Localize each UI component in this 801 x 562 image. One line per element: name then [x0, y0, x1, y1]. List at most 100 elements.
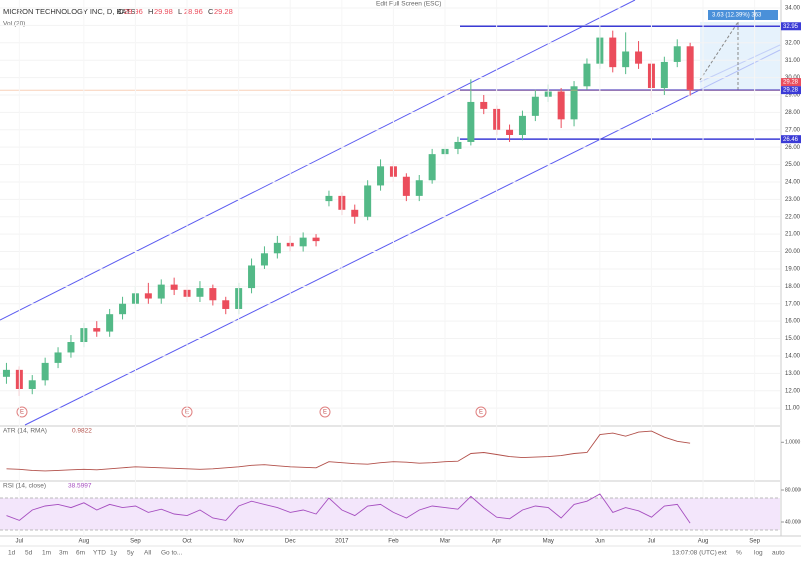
candle-body — [583, 63, 591, 87]
y-tick-label: 28.00 — [785, 110, 801, 116]
candle-body — [609, 37, 617, 68]
candle-body — [506, 129, 514, 135]
clock: 13:07:08 (UTC) — [672, 550, 717, 557]
candle-body — [673, 46, 681, 62]
x-tick-label: Sep — [130, 539, 141, 545]
y-tick-label: 80.0000 — [785, 487, 801, 493]
candle-body — [54, 352, 62, 363]
ohlc-value: 28.96 — [184, 7, 203, 16]
candle-body — [415, 180, 423, 196]
y-tick-label: 18.00 — [785, 284, 801, 290]
candle-body — [377, 166, 385, 186]
level-label: 32.95 — [783, 24, 799, 30]
candle-body — [209, 288, 217, 301]
x-tick-label: Aug — [79, 539, 90, 545]
last-price-label: 29.28 — [783, 80, 799, 86]
candle-body — [428, 154, 436, 181]
toolbar-button[interactable]: YTD — [93, 550, 106, 557]
candle-body — [518, 115, 526, 135]
ohlc-key: C — [208, 7, 214, 16]
candle-body — [67, 342, 75, 353]
y-tick-label: 19.00 — [785, 267, 801, 273]
candle-body — [248, 265, 256, 289]
toolbar-button[interactable]: 6m — [76, 550, 85, 557]
candle-body — [660, 61, 668, 89]
last-price-tag — [781, 78, 801, 87]
fullscreen-hint: Edit Full Screen (ESC) — [376, 1, 441, 8]
x-tick-label: Aug — [698, 539, 709, 545]
atr-current: 0.9822 — [72, 428, 92, 435]
x-tick-label: Feb — [388, 539, 399, 545]
x-tick-label: Mar — [440, 539, 450, 545]
ohlc-value: 29.98 — [154, 7, 173, 16]
candle-body — [402, 176, 410, 196]
toolbar-button[interactable]: 5d — [25, 550, 33, 557]
y-tick-label: 34.00 — [785, 6, 801, 12]
x-tick-label: Sep — [749, 539, 760, 545]
y-tick-label: 21.00 — [785, 232, 801, 238]
x-tick-label: Jul — [648, 539, 656, 545]
candle-body — [622, 51, 630, 68]
candle-body — [635, 51, 643, 64]
scale-option[interactable]: ext — [718, 550, 727, 557]
scale-option[interactable]: auto — [772, 550, 785, 557]
toolbar-button[interactable]: 5y — [127, 550, 135, 557]
projection-box — [700, 22, 780, 90]
x-tick-label: Dec — [285, 539, 296, 545]
y-tick-label: 20.00 — [785, 249, 801, 255]
level-tag — [781, 22, 801, 31]
level-tag — [781, 135, 801, 144]
toolbar-button[interactable]: All — [144, 550, 152, 557]
level-label: 26.46 — [783, 137, 799, 143]
earnings-icon — [475, 406, 487, 418]
ohlc-key: O — [118, 7, 124, 16]
candle-body — [93, 328, 101, 332]
earnings-marker: E — [323, 410, 327, 416]
toolbar-button[interactable]: 3m — [59, 550, 68, 557]
candle-body — [157, 284, 165, 299]
x-tick-label: Oct — [182, 539, 192, 545]
y-tick-label: 12.00 — [785, 388, 801, 394]
y-tick-label: 32.00 — [785, 40, 801, 46]
toolbar-button[interactable]: Go to... — [161, 550, 183, 557]
candle-body — [570, 86, 578, 120]
x-tick-label: Apr — [492, 539, 501, 545]
rsi-name: RSI (14, close) — [3, 483, 46, 490]
y-tick-label: 11.00 — [785, 406, 800, 412]
x-tick-label: Jun — [595, 539, 605, 545]
atr-line — [6, 430, 691, 472]
y-tick-label: 22.00 — [785, 214, 801, 220]
y-tick-label: 15.00 — [785, 336, 801, 342]
x-tick-label: 2017 — [335, 539, 349, 545]
y-tick-label: 14.00 — [785, 354, 801, 360]
toolbar-button[interactable]: 1d — [8, 550, 16, 557]
y-tick-label: 16.00 — [785, 319, 801, 325]
scale-option[interactable]: % — [736, 550, 742, 557]
candle-body — [454, 141, 462, 149]
rsi-current: 38.5997 — [68, 483, 92, 490]
y-tick-label: 1.0000 — [785, 440, 801, 446]
x-tick-label: Jul — [16, 539, 24, 545]
ohlc-key: L — [178, 7, 182, 16]
earnings-icon — [319, 406, 331, 418]
ohlc-value: 29.28 — [214, 7, 233, 16]
toolbar-button[interactable]: 1y — [110, 550, 118, 557]
candle-body — [41, 362, 49, 381]
rsi-line — [6, 493, 691, 524]
candle-body — [273, 242, 281, 254]
candle-body — [222, 300, 230, 309]
ohlc-key: H — [148, 7, 153, 16]
y-tick-label: 17.00 — [785, 301, 801, 307]
y-tick-label: 13.00 — [785, 371, 801, 377]
x-tick-label: Nov — [233, 539, 244, 545]
rsi-band — [0, 498, 780, 530]
toolbar-button[interactable]: 1m — [42, 550, 51, 557]
y-tick-label: 26.00 — [785, 145, 801, 151]
scale-option[interactable]: log — [754, 550, 763, 557]
candle-body — [480, 101, 488, 109]
channel-upper — [0, 0, 636, 321]
x-tick-label: May — [543, 539, 554, 545]
candle-body — [2, 369, 10, 377]
